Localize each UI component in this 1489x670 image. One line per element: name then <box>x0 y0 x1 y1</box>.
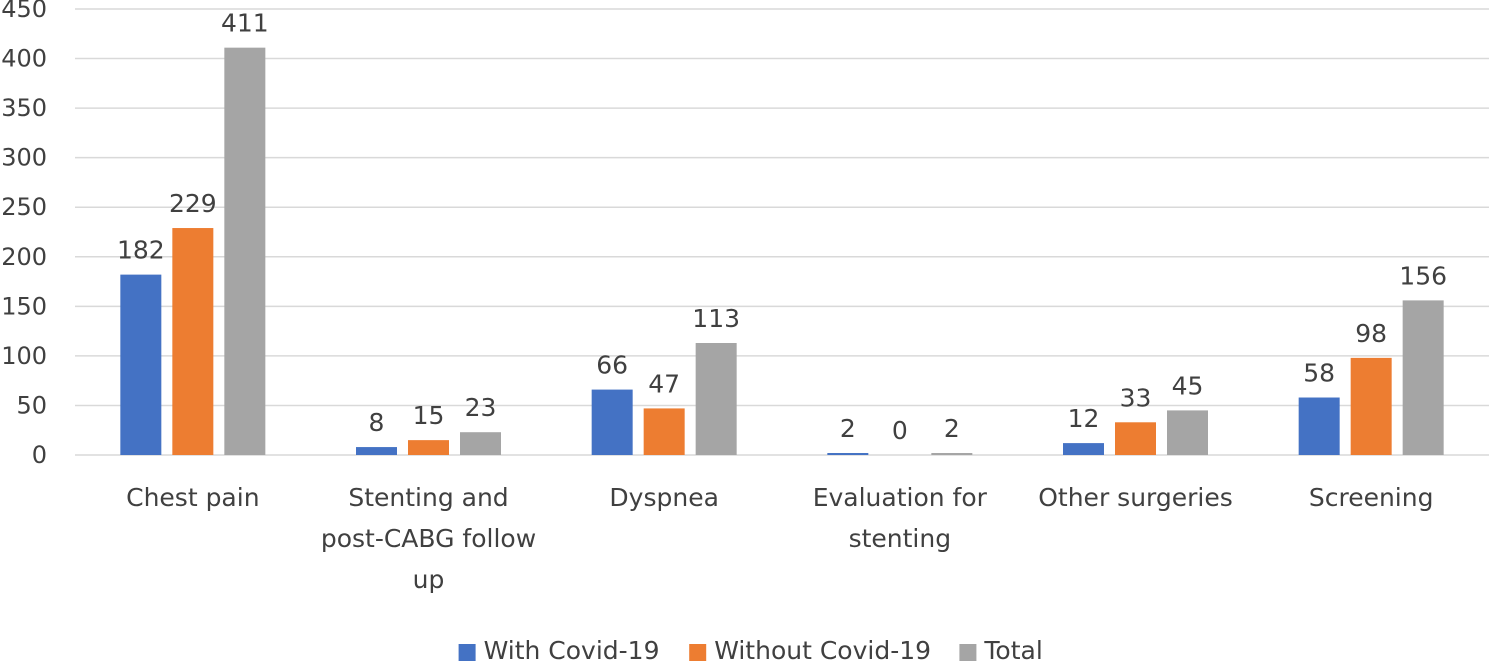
data-label: 23 <box>465 393 497 422</box>
y-tick-label: 250 <box>1 193 47 221</box>
data-label: 229 <box>169 189 217 218</box>
bar-total-1 <box>460 432 501 455</box>
data-label: 12 <box>1068 404 1100 433</box>
y-tick-label: 200 <box>1 243 47 271</box>
legend-swatch <box>689 644 707 661</box>
bar-without-covid-19-5 <box>1350 357 1392 455</box>
legend-item: Total <box>959 636 1043 665</box>
data-label: 47 <box>648 369 680 398</box>
bar-without-covid-19-1 <box>408 440 449 455</box>
data-label: 66 <box>596 351 628 380</box>
gridlines <box>75 8 1489 456</box>
category-label: Screening <box>1309 483 1434 512</box>
category-label: Stenting and post-CABG follow up <box>321 483 536 594</box>
data-label: 45 <box>1172 371 1204 400</box>
data-label: 98 <box>1355 319 1387 348</box>
legend-label: Total <box>983 636 1042 665</box>
data-label: 15 <box>413 401 445 430</box>
bar-with-covid-19-4 <box>1063 443 1104 455</box>
legend-swatch <box>458 644 476 661</box>
legend-item: With Covid-19 <box>458 636 660 665</box>
legend-label: With Covid-19 <box>484 636 660 665</box>
bar-total-4 <box>1167 410 1208 455</box>
bar-without-covid-19-2 <box>643 408 685 455</box>
legend: With Covid-19 Without Covid-19 Total <box>458 636 1043 665</box>
y-tick-label: 150 <box>1 292 47 320</box>
bar-without-covid-19-4 <box>1115 422 1156 455</box>
category-label: Chest pain <box>126 483 259 512</box>
bar-total-2 <box>695 343 737 455</box>
data-label: 2 <box>944 414 960 443</box>
bar-total-5 <box>1402 300 1444 455</box>
data-label: 182 <box>117 236 165 265</box>
bar-total-0 <box>224 47 266 456</box>
y-tick-label: 350 <box>1 94 47 122</box>
bars <box>120 47 1444 456</box>
category-label: Evaluation for stenting <box>813 483 988 553</box>
data-label: 58 <box>1303 359 1335 388</box>
bar-with-covid-19-5 <box>1298 397 1340 455</box>
y-tick-label: 100 <box>1 342 47 370</box>
bar-total-3 <box>931 453 973 455</box>
data-label: 0 <box>892 416 908 445</box>
data-label: 411 <box>221 9 269 38</box>
bar-with-covid-19-3 <box>827 453 869 455</box>
y-axis-ticks: 0 50 100 150 200 250 300 350 400 450 <box>1 0 47 469</box>
legend-swatch <box>959 644 977 661</box>
data-label: 2 <box>840 414 856 443</box>
bar-with-covid-19-0 <box>120 274 162 455</box>
bar-without-covid-19-0 <box>172 228 214 455</box>
data-label: 33 <box>1120 383 1152 412</box>
y-tick-label: 50 <box>16 391 47 419</box>
y-tick-label: 450 <box>1 0 47 23</box>
category-label: Dyspnea <box>609 483 719 512</box>
data-label: 8 <box>369 408 385 437</box>
y-tick-label: 300 <box>1 144 47 172</box>
legend-item: Without Covid-19 <box>689 636 931 665</box>
bar-with-covid-19-1 <box>356 447 397 455</box>
legend-label: Without Covid-19 <box>714 636 931 665</box>
y-tick-label: 400 <box>1 45 47 73</box>
data-label: 156 <box>1399 261 1447 290</box>
y-tick-label: 0 <box>32 441 47 469</box>
data-label: 113 <box>692 304 740 333</box>
category-label: Other surgeries <box>1038 483 1233 512</box>
bar-with-covid-19-2 <box>591 389 633 455</box>
x-axis-categories: Chest pain Stenting and post-CABG follow up… <box>126 483 1433 594</box>
